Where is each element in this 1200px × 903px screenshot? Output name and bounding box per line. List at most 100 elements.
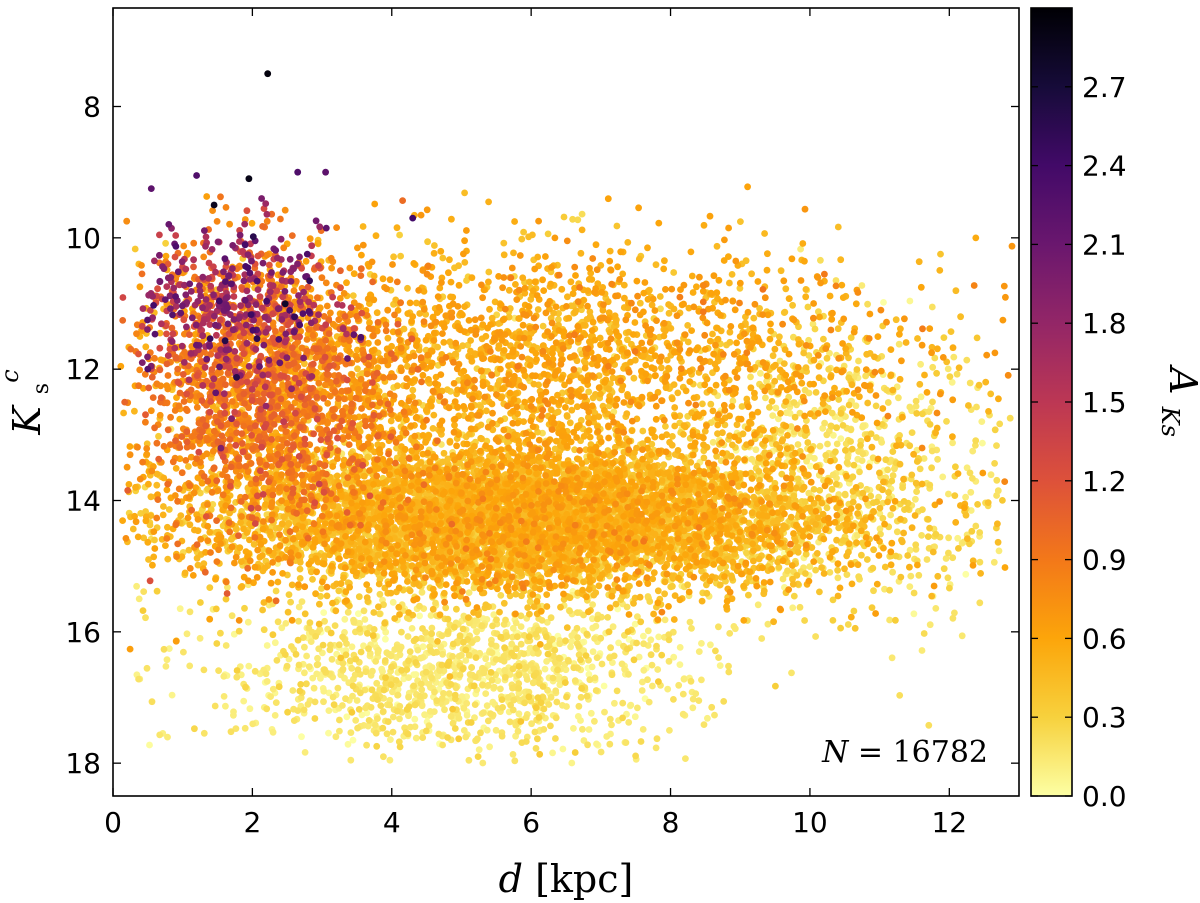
data-point [269,728,277,736]
data-point [439,254,447,262]
data-point [458,651,465,659]
data-point [449,705,456,713]
data-point [830,431,837,439]
data-point [165,506,173,513]
data-point [888,654,896,662]
data-point [889,472,897,479]
data-point [360,642,367,650]
data-point [916,465,924,473]
data-point [687,677,695,685]
data-point [788,669,795,677]
data-point [492,656,500,663]
data-point [547,614,555,622]
data-point [278,624,286,632]
data-point [790,399,798,406]
data-point [745,591,752,599]
data-point [577,656,584,664]
data-point [351,671,359,679]
data-point [593,740,600,748]
data-point [976,599,984,607]
data-point [339,702,346,709]
data-point [336,716,343,724]
data-point [969,475,976,482]
data-point [586,676,594,684]
data-point [499,704,506,711]
data-point [444,734,451,741]
data-point [801,386,809,394]
data-point [575,643,583,650]
data-point [800,349,808,357]
data-point [897,573,905,581]
data-point [381,619,389,627]
data-point [383,730,391,738]
data-point [812,389,820,396]
data-point [791,413,799,421]
data-point [940,334,948,341]
data-point [991,460,998,467]
data-point [669,433,676,440]
data-point [352,655,360,663]
data-point [405,674,412,681]
data-point [408,625,416,632]
data-point [440,690,447,697]
data-point [878,439,886,446]
data-point [623,645,631,653]
data-point [814,527,822,535]
data-point [810,486,818,493]
data-point [886,616,893,624]
data-point [591,717,598,725]
data-point [543,618,551,626]
data-point [551,646,559,654]
data-point [517,718,525,725]
data-point [552,735,559,742]
data-point [222,595,230,603]
data-point [339,665,347,673]
data-point [287,598,294,606]
data-point [610,652,618,660]
data-point [410,682,418,690]
data-point [707,641,714,649]
data-point [520,228,527,236]
data-point [779,575,787,583]
data-point [627,701,635,709]
data-point [165,645,173,652]
data-point [804,439,812,446]
data-point [811,325,819,333]
data-point [396,651,404,659]
data-point [608,671,616,679]
data-point [433,697,441,705]
data-point [995,547,1003,555]
data-point [966,469,974,477]
data-point [422,727,430,735]
data-point [689,704,697,712]
data-point [686,618,694,626]
data-point [387,736,394,743]
data-point [349,292,357,299]
data-point [592,687,600,694]
data-point [574,634,581,641]
data-point [847,438,854,445]
data-point [416,602,423,610]
data-point [605,628,613,636]
data-point [509,684,516,692]
data-point [578,210,586,218]
data-point [821,419,828,427]
data-point [834,574,842,582]
data-point [966,379,974,387]
data-point [707,400,715,408]
data-point [148,698,156,706]
data-point [585,726,593,733]
data-point [456,632,464,640]
data-point [486,743,493,751]
data-point [133,582,141,590]
data-point [976,558,984,566]
data-point [872,402,880,410]
data-point [522,663,530,671]
data-point [925,721,933,729]
data-point [341,615,349,623]
data-point [698,640,705,647]
data-point [196,634,204,642]
data-point [758,635,766,642]
data-point [591,635,598,642]
data-point [349,692,356,700]
